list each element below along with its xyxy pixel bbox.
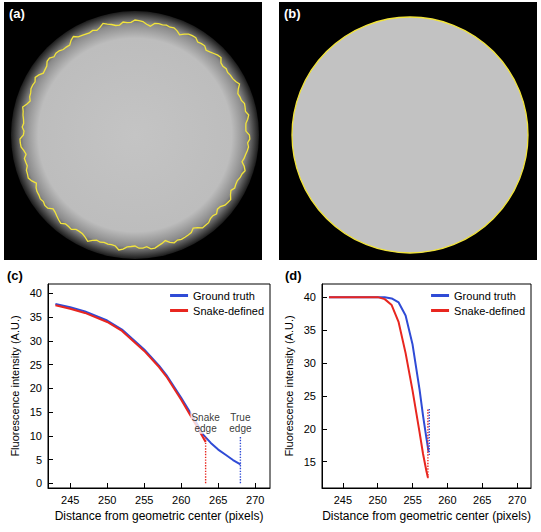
svg-text:(c): (c) xyxy=(7,268,23,283)
svg-text:40: 40 xyxy=(30,287,42,299)
svg-text:0: 0 xyxy=(36,477,42,489)
svg-text:(d): (d) xyxy=(285,268,302,283)
svg-text:265: 265 xyxy=(473,494,491,506)
svg-text:15: 15 xyxy=(30,406,42,418)
svg-text:270: 270 xyxy=(508,494,526,506)
svg-text:Snake: Snake xyxy=(191,412,220,423)
svg-text:250: 250 xyxy=(369,494,387,506)
svg-text:20: 20 xyxy=(30,382,42,394)
svg-text:Fluorescence intensity (A.U.): Fluorescence intensity (A.U.) xyxy=(283,315,295,456)
svg-text:35: 35 xyxy=(30,311,42,323)
svg-text:35: 35 xyxy=(304,324,316,336)
svg-text:255: 255 xyxy=(403,494,421,506)
svg-text:Ground truth: Ground truth xyxy=(454,290,516,302)
svg-text:25: 25 xyxy=(304,390,316,402)
svg-text:30: 30 xyxy=(30,335,42,347)
svg-text:Distance from geometric center: Distance from geometric center (pixels) xyxy=(322,509,531,523)
svg-text:Distance from geometric center: Distance from geometric center (pixels) xyxy=(55,509,264,523)
svg-text:270: 270 xyxy=(246,494,264,506)
svg-text:20: 20 xyxy=(304,423,316,435)
svg-text:40: 40 xyxy=(304,291,316,303)
svg-text:(a): (a) xyxy=(9,6,25,21)
svg-text:edge: edge xyxy=(194,423,217,434)
svg-text:Ground truth: Ground truth xyxy=(193,290,255,302)
svg-text:265: 265 xyxy=(209,494,227,506)
svg-text:Fluorescence intensity (A.U.): Fluorescence intensity (A.U.) xyxy=(9,315,21,456)
svg-text:5: 5 xyxy=(36,454,42,466)
svg-text:260: 260 xyxy=(438,494,456,506)
svg-text:Snake-defined: Snake-defined xyxy=(454,305,525,317)
svg-text:Snake-defined: Snake-defined xyxy=(193,305,264,317)
svg-text:30: 30 xyxy=(304,357,316,369)
svg-text:245: 245 xyxy=(334,494,352,506)
svg-text:10: 10 xyxy=(30,430,42,442)
svg-text:260: 260 xyxy=(172,494,190,506)
svg-text:255: 255 xyxy=(135,494,153,506)
svg-text:245: 245 xyxy=(61,494,79,506)
svg-text:25: 25 xyxy=(30,359,42,371)
svg-text:250: 250 xyxy=(98,494,116,506)
svg-text:True: True xyxy=(230,412,251,423)
svg-text:15: 15 xyxy=(304,456,316,468)
svg-text:(b): (b) xyxy=(284,6,301,21)
svg-text:edge: edge xyxy=(229,423,252,434)
